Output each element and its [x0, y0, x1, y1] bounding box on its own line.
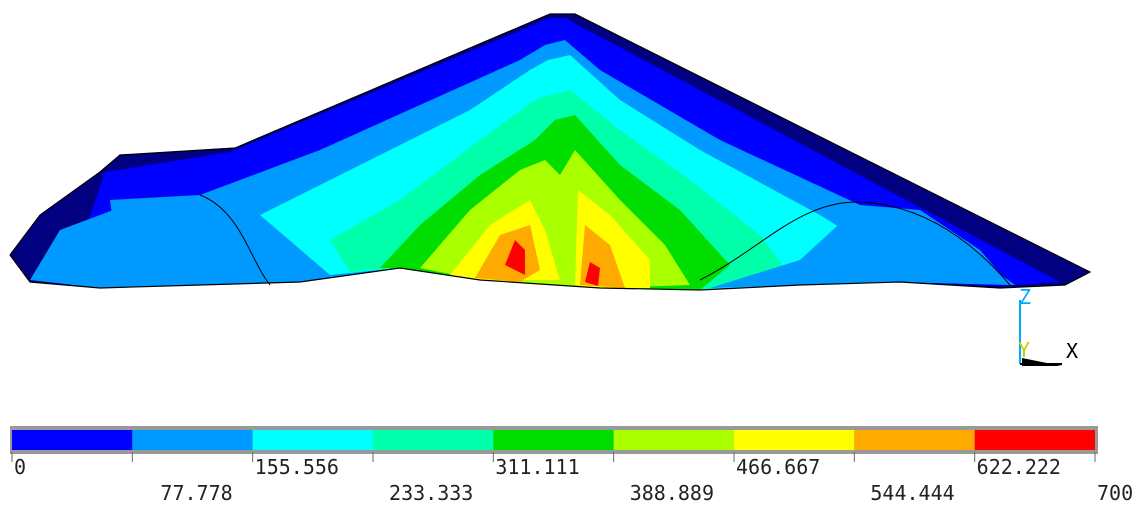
legend-label: 700: [1097, 481, 1133, 504]
legend-swatch: [373, 430, 493, 450]
legend-label: 0: [14, 455, 26, 479]
legend-swatch: [614, 430, 734, 450]
legend-label: 388.889: [630, 481, 714, 504]
legend-swatch: [493, 430, 613, 450]
contour-plot: Z Y X 0 77.778 155.556 233.333 311.111 388.88…: [0, 0, 1145, 504]
x-label: X: [1066, 339, 1078, 363]
legend-swatch: [854, 430, 974, 450]
legend-label: 311.111: [495, 455, 579, 479]
legend-swatch: [12, 430, 132, 450]
legend-label: 544.444: [870, 481, 954, 504]
legend: 0 77.778 155.556 233.333 311.111 388.889 466.6…: [12, 430, 1133, 504]
legend-label: 77.778: [160, 481, 232, 504]
y-label: Y: [1018, 338, 1030, 362]
legend-label: 466.667: [736, 455, 820, 479]
z-label: Z: [1019, 285, 1031, 309]
legend-label: 155.556: [255, 455, 339, 479]
legend-swatch: [734, 430, 854, 450]
dam-model: [10, 14, 1090, 290]
legend-swatch: [975, 430, 1095, 450]
legend-label: 233.333: [389, 481, 473, 504]
legend-label: 622.222: [977, 455, 1061, 479]
axis-triad: Z Y X: [1018, 285, 1078, 366]
legend-swatch: [132, 430, 252, 450]
legend-swatch: [253, 430, 373, 450]
